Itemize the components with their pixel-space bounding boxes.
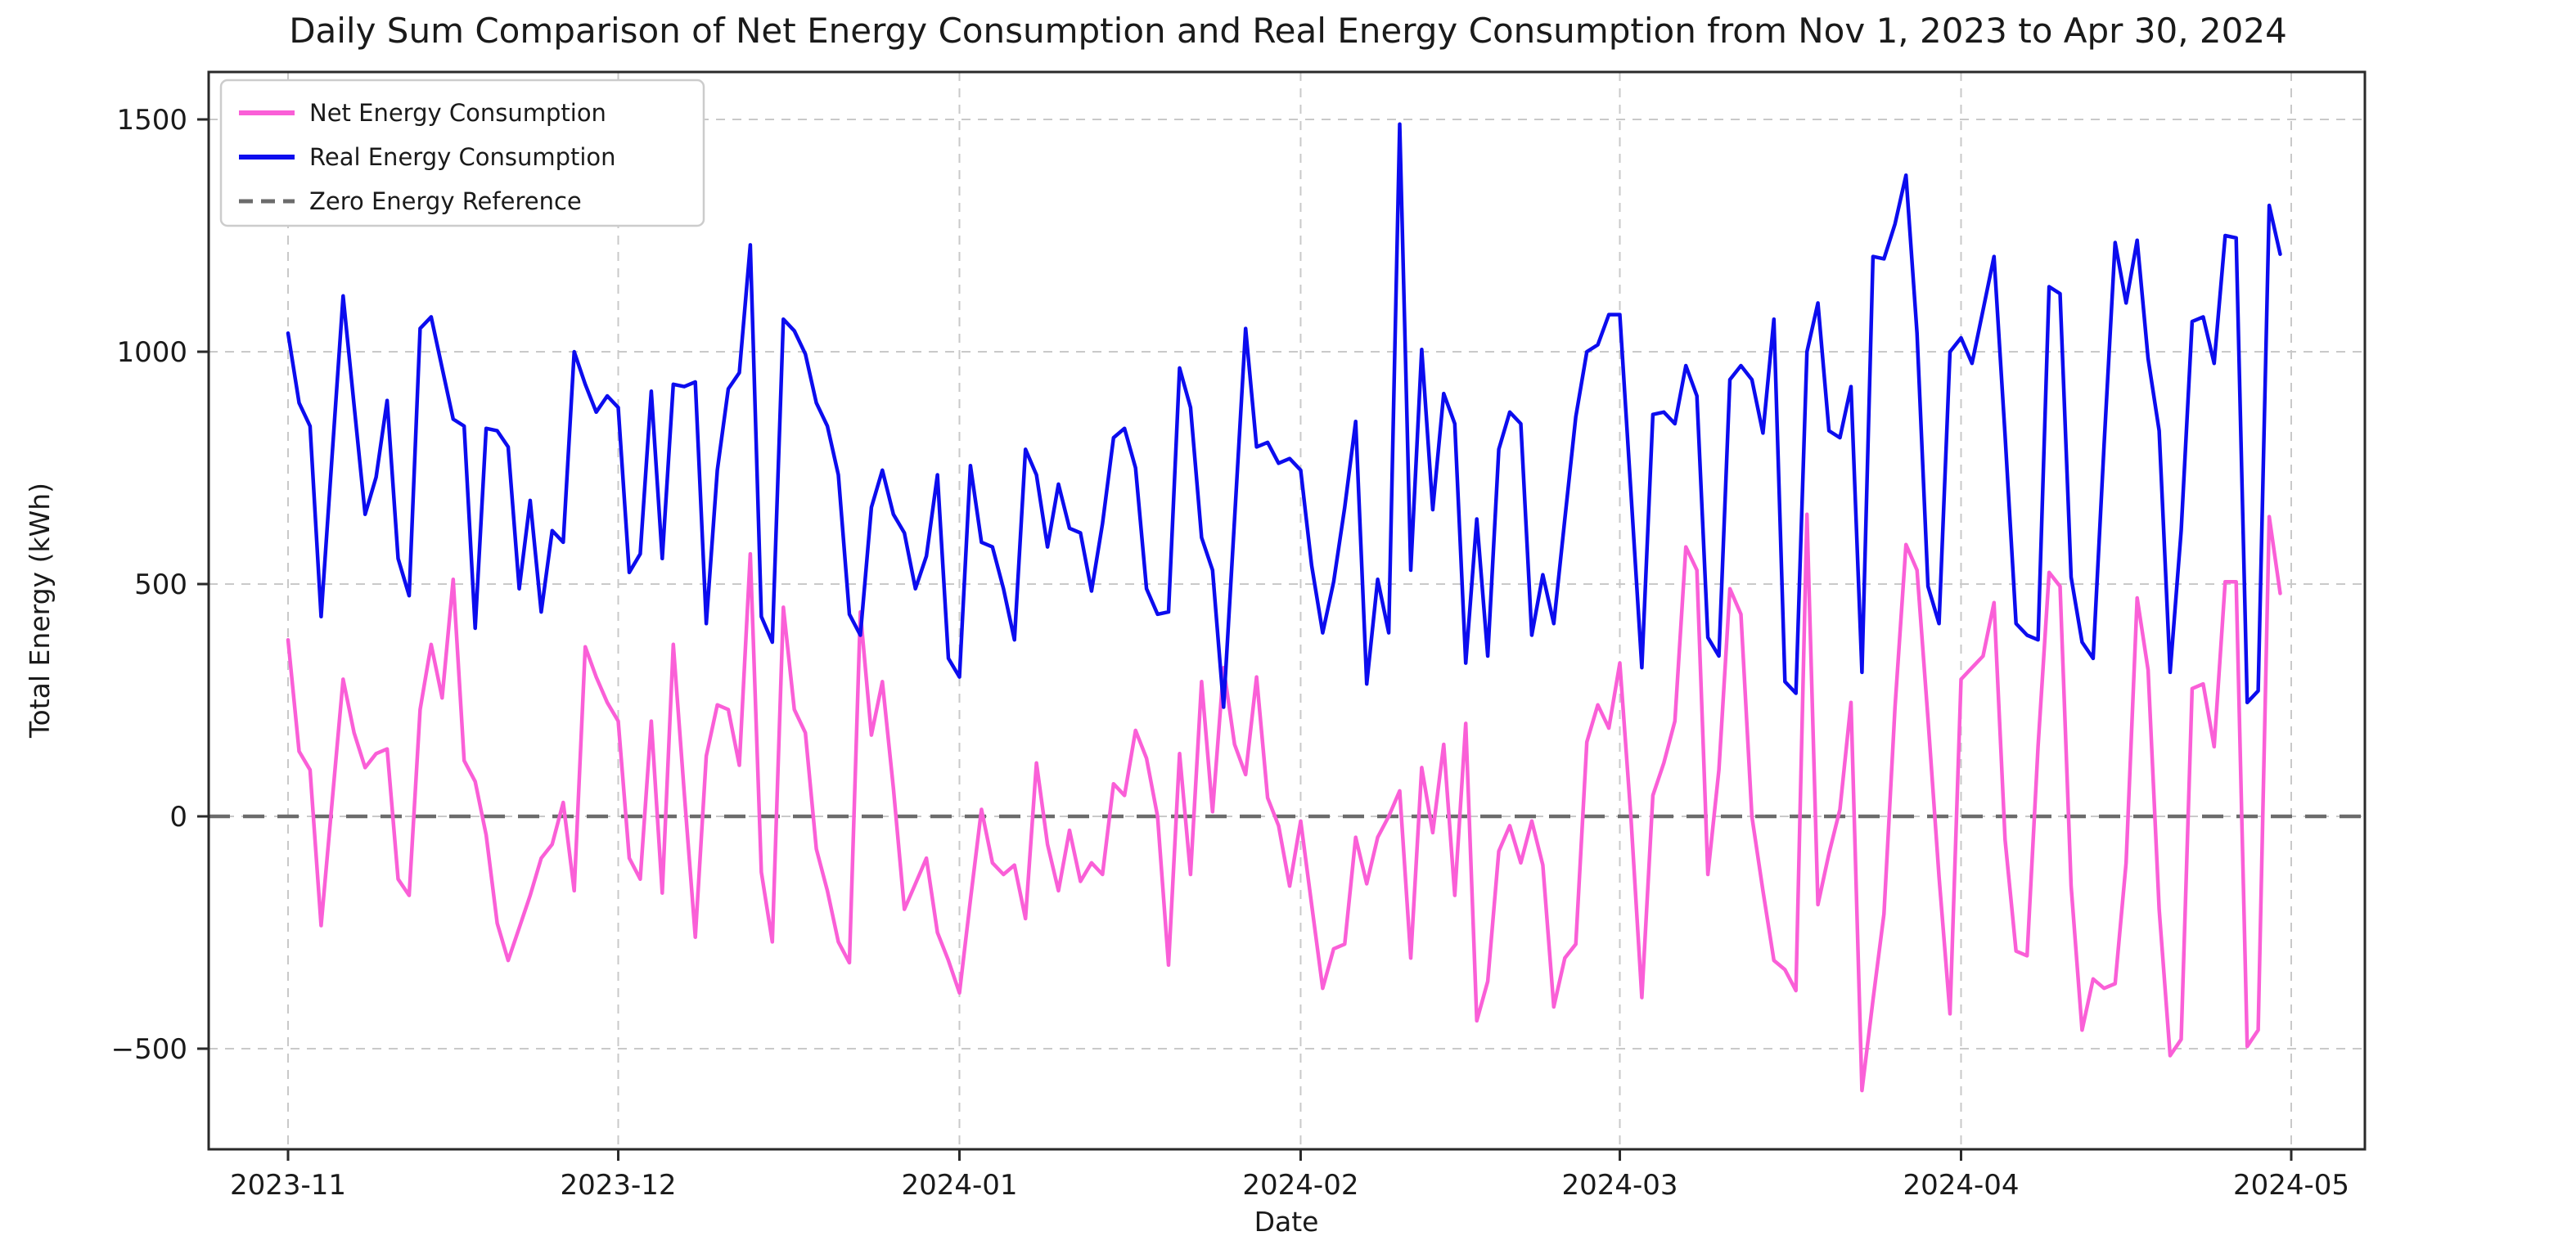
- x-tick-label: 2024-02: [1242, 1169, 1358, 1202]
- legend-item-real: Real Energy Consumption: [239, 143, 616, 171]
- legend-label-net: Net Energy Consumption: [309, 99, 606, 127]
- legend-label-zero: Zero Energy Reference: [309, 187, 582, 215]
- net-energy-line: [286, 512, 2282, 1093]
- y-tick-label: 1500: [116, 104, 187, 137]
- x-tick-label: 2024-03: [1561, 1169, 1678, 1202]
- x-tick-label: 2024-05: [2233, 1169, 2349, 1202]
- x-tick-label: 2023-12: [560, 1169, 676, 1202]
- plot-frame: [207, 70, 2367, 1151]
- legend-item-zero: Zero Energy Reference: [239, 187, 582, 215]
- y-tick-label: 0: [169, 801, 187, 834]
- y-tick-label: 500: [134, 569, 187, 601]
- x-tick-label: 2023-11: [230, 1169, 346, 1202]
- legend-label-real: Real Energy Consumption: [309, 143, 616, 171]
- x-tick-label: 2024-04: [1903, 1169, 2019, 1202]
- grid: [209, 72, 2365, 1149]
- legend: Net Energy Consumption Real Energy Consu…: [219, 79, 705, 227]
- x-tick-label: 2024-01: [901, 1169, 1017, 1202]
- y-tick-label: −500: [111, 1033, 187, 1066]
- real-energy-line: [286, 122, 2282, 709]
- y-axis-label: Total Energy (kWh): [24, 483, 56, 739]
- legend-item-net: Net Energy Consumption: [239, 99, 606, 127]
- y-tick-label: 1000: [116, 336, 187, 369]
- legend-box: [219, 79, 705, 227]
- chart-title: Daily Sum Comparison of Net Energy Consu…: [289, 11, 2287, 51]
- x-axis-label: Date: [1254, 1206, 1319, 1238]
- axes: 1500 1000 500 0 −500 2023-11 2023-12 2024-01 202…: [111, 104, 2349, 1202]
- series: [209, 122, 2365, 1093]
